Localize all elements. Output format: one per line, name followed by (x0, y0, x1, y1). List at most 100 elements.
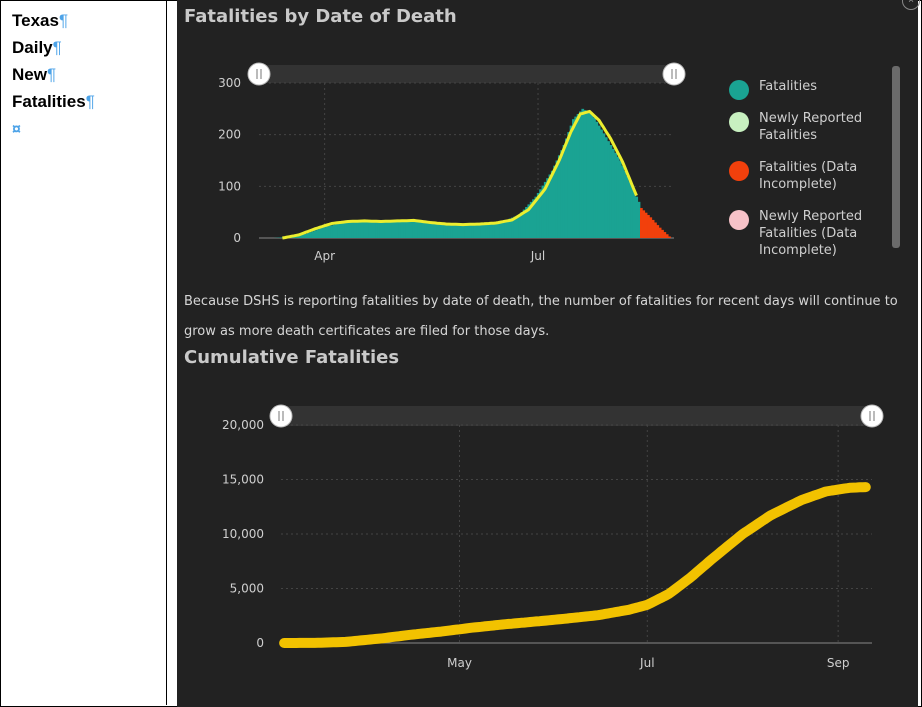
fatalities-bar (522, 209, 526, 238)
fatalities-bar (393, 221, 397, 238)
label-text: New (12, 65, 47, 84)
fatalities-bar (353, 221, 357, 238)
fatalities-bar (515, 215, 519, 238)
fatalities-bar (492, 222, 496, 238)
fatalities-bar (419, 221, 423, 238)
fatalities-bar (414, 221, 418, 238)
legend-label: Newly Reported Fatalities (Data Incomple… (759, 209, 863, 258)
y-tick-label: 5,000 (230, 582, 264, 596)
cell-end-mark: ¤ (12, 121, 21, 138)
slider-handle-left (247, 62, 271, 86)
fatalities-bar (335, 224, 338, 238)
fatalities-bar (480, 223, 484, 238)
fatalities-bar (452, 225, 456, 238)
legend-item-newly-reported-incomplete[interactable]: Newly Reported Fatalities (Data Incomple… (729, 208, 889, 259)
fatalities-bar (621, 165, 624, 238)
y-tick-label: 300 (218, 76, 241, 90)
incomplete-bar (642, 210, 646, 238)
fatalities-bar (391, 221, 395, 238)
y-tick-label: 10,000 (222, 527, 264, 541)
fatalities-bar (630, 186, 634, 238)
fatalities-bar (489, 222, 493, 238)
fatalities-bar (494, 222, 498, 238)
fatalities-bar (400, 221, 404, 238)
fatalities-bar (436, 223, 439, 238)
y-tick-label: 15,000 (222, 473, 264, 487)
fatalities-bar (403, 221, 406, 238)
fatalities-bar (583, 110, 587, 238)
fatalities-bar (586, 111, 589, 238)
fatalities-bar (351, 221, 355, 238)
fatalities-bar (562, 145, 566, 238)
fatalities-bar (396, 221, 399, 238)
fatalities-bar (417, 221, 421, 238)
fatalities-bar (625, 176, 629, 238)
incomplete-bar (663, 232, 667, 238)
fatalities-bar (543, 181, 547, 238)
label-text: Fatalities (12, 92, 86, 111)
fatalities-bar (360, 221, 364, 238)
cumulative-fatalities-chart: 0 5,000 10,000 15,000 20,000 May Jul Sep (222, 404, 884, 670)
fatalities-bar (438, 223, 442, 238)
fatalities-bar (325, 226, 329, 238)
fatalities-bar (485, 223, 489, 238)
fatalities-bar (330, 225, 334, 238)
y-tick-label: 0 (256, 636, 264, 650)
fatalities-bar (572, 119, 575, 238)
fatalities-bar (604, 137, 608, 238)
fatalities-bar (431, 222, 435, 238)
fatalities-bar (623, 170, 627, 238)
legend-item-incomplete[interactable]: Fatalities (Data Incomplete) (729, 159, 889, 193)
fatalities-bar (550, 170, 554, 238)
fatalities-bar (368, 221, 371, 238)
fatalities-bar (464, 224, 467, 238)
chart2-title: Cumulative Fatalities (184, 347, 400, 368)
fatalities-bar (450, 224, 453, 238)
fatalities-bar (581, 108, 585, 238)
label-line-1: Texas¶ (12, 7, 95, 34)
fatalities-bar (461, 224, 465, 238)
fatalities-bar (379, 221, 383, 238)
fatalities-bar (541, 185, 545, 238)
fatalities-bar (511, 217, 514, 238)
fatalities-bar (496, 222, 500, 238)
fatalities-bar (590, 114, 594, 238)
legend-label: Newly Reported Fatalities (759, 111, 863, 143)
fatalities-bar (539, 189, 542, 238)
pilcrow-mark: ¶ (85, 92, 95, 111)
legend-item-newly-reported[interactable]: Newly Reported Fatalities (729, 110, 889, 144)
time-slider-track (281, 406, 872, 426)
fatalities-bar (428, 222, 432, 238)
fatalities-bar (300, 234, 303, 238)
fatalities-bar (433, 223, 437, 238)
fatalities-bar (407, 221, 411, 238)
fatalities-bar (337, 223, 341, 238)
fatalities-bar (304, 233, 308, 238)
slider-handle-right (662, 62, 686, 86)
fatalities-bar (597, 125, 601, 238)
fatalities-bar (311, 231, 315, 238)
legend-item-fatalities[interactable]: Fatalities (729, 78, 889, 100)
row-label: Texas¶ Daily¶ New¶ Fatalities¶ ¤ (12, 7, 95, 143)
fatalities-bar (569, 125, 573, 238)
fatalities-bar (635, 196, 639, 238)
incomplete-bar (668, 236, 671, 238)
legend-label: Fatalities (Data Incomplete) (759, 160, 858, 192)
label-column: Texas¶ Daily¶ New¶ Fatalities¶ ¤ (1, 1, 167, 705)
fatalities-bar (595, 121, 599, 238)
fatalities-bar (372, 221, 376, 238)
fatalities-bar (536, 192, 540, 238)
incomplete-bar (654, 222, 657, 238)
incomplete-bar (658, 227, 662, 238)
fatalities-bar (518, 214, 521, 238)
legend-scrollbar[interactable] (892, 66, 900, 248)
fatalities-bar (309, 232, 313, 238)
fatalities-bar (295, 235, 299, 238)
fatalities-bar (454, 224, 458, 238)
fatalities-bar (389, 221, 392, 238)
fatalities-bar (323, 227, 327, 238)
fatalities-bar (555, 160, 559, 238)
fatalities-bar (473, 223, 477, 238)
fatalities-bar (487, 223, 491, 238)
fatalities-bar (576, 114, 580, 238)
